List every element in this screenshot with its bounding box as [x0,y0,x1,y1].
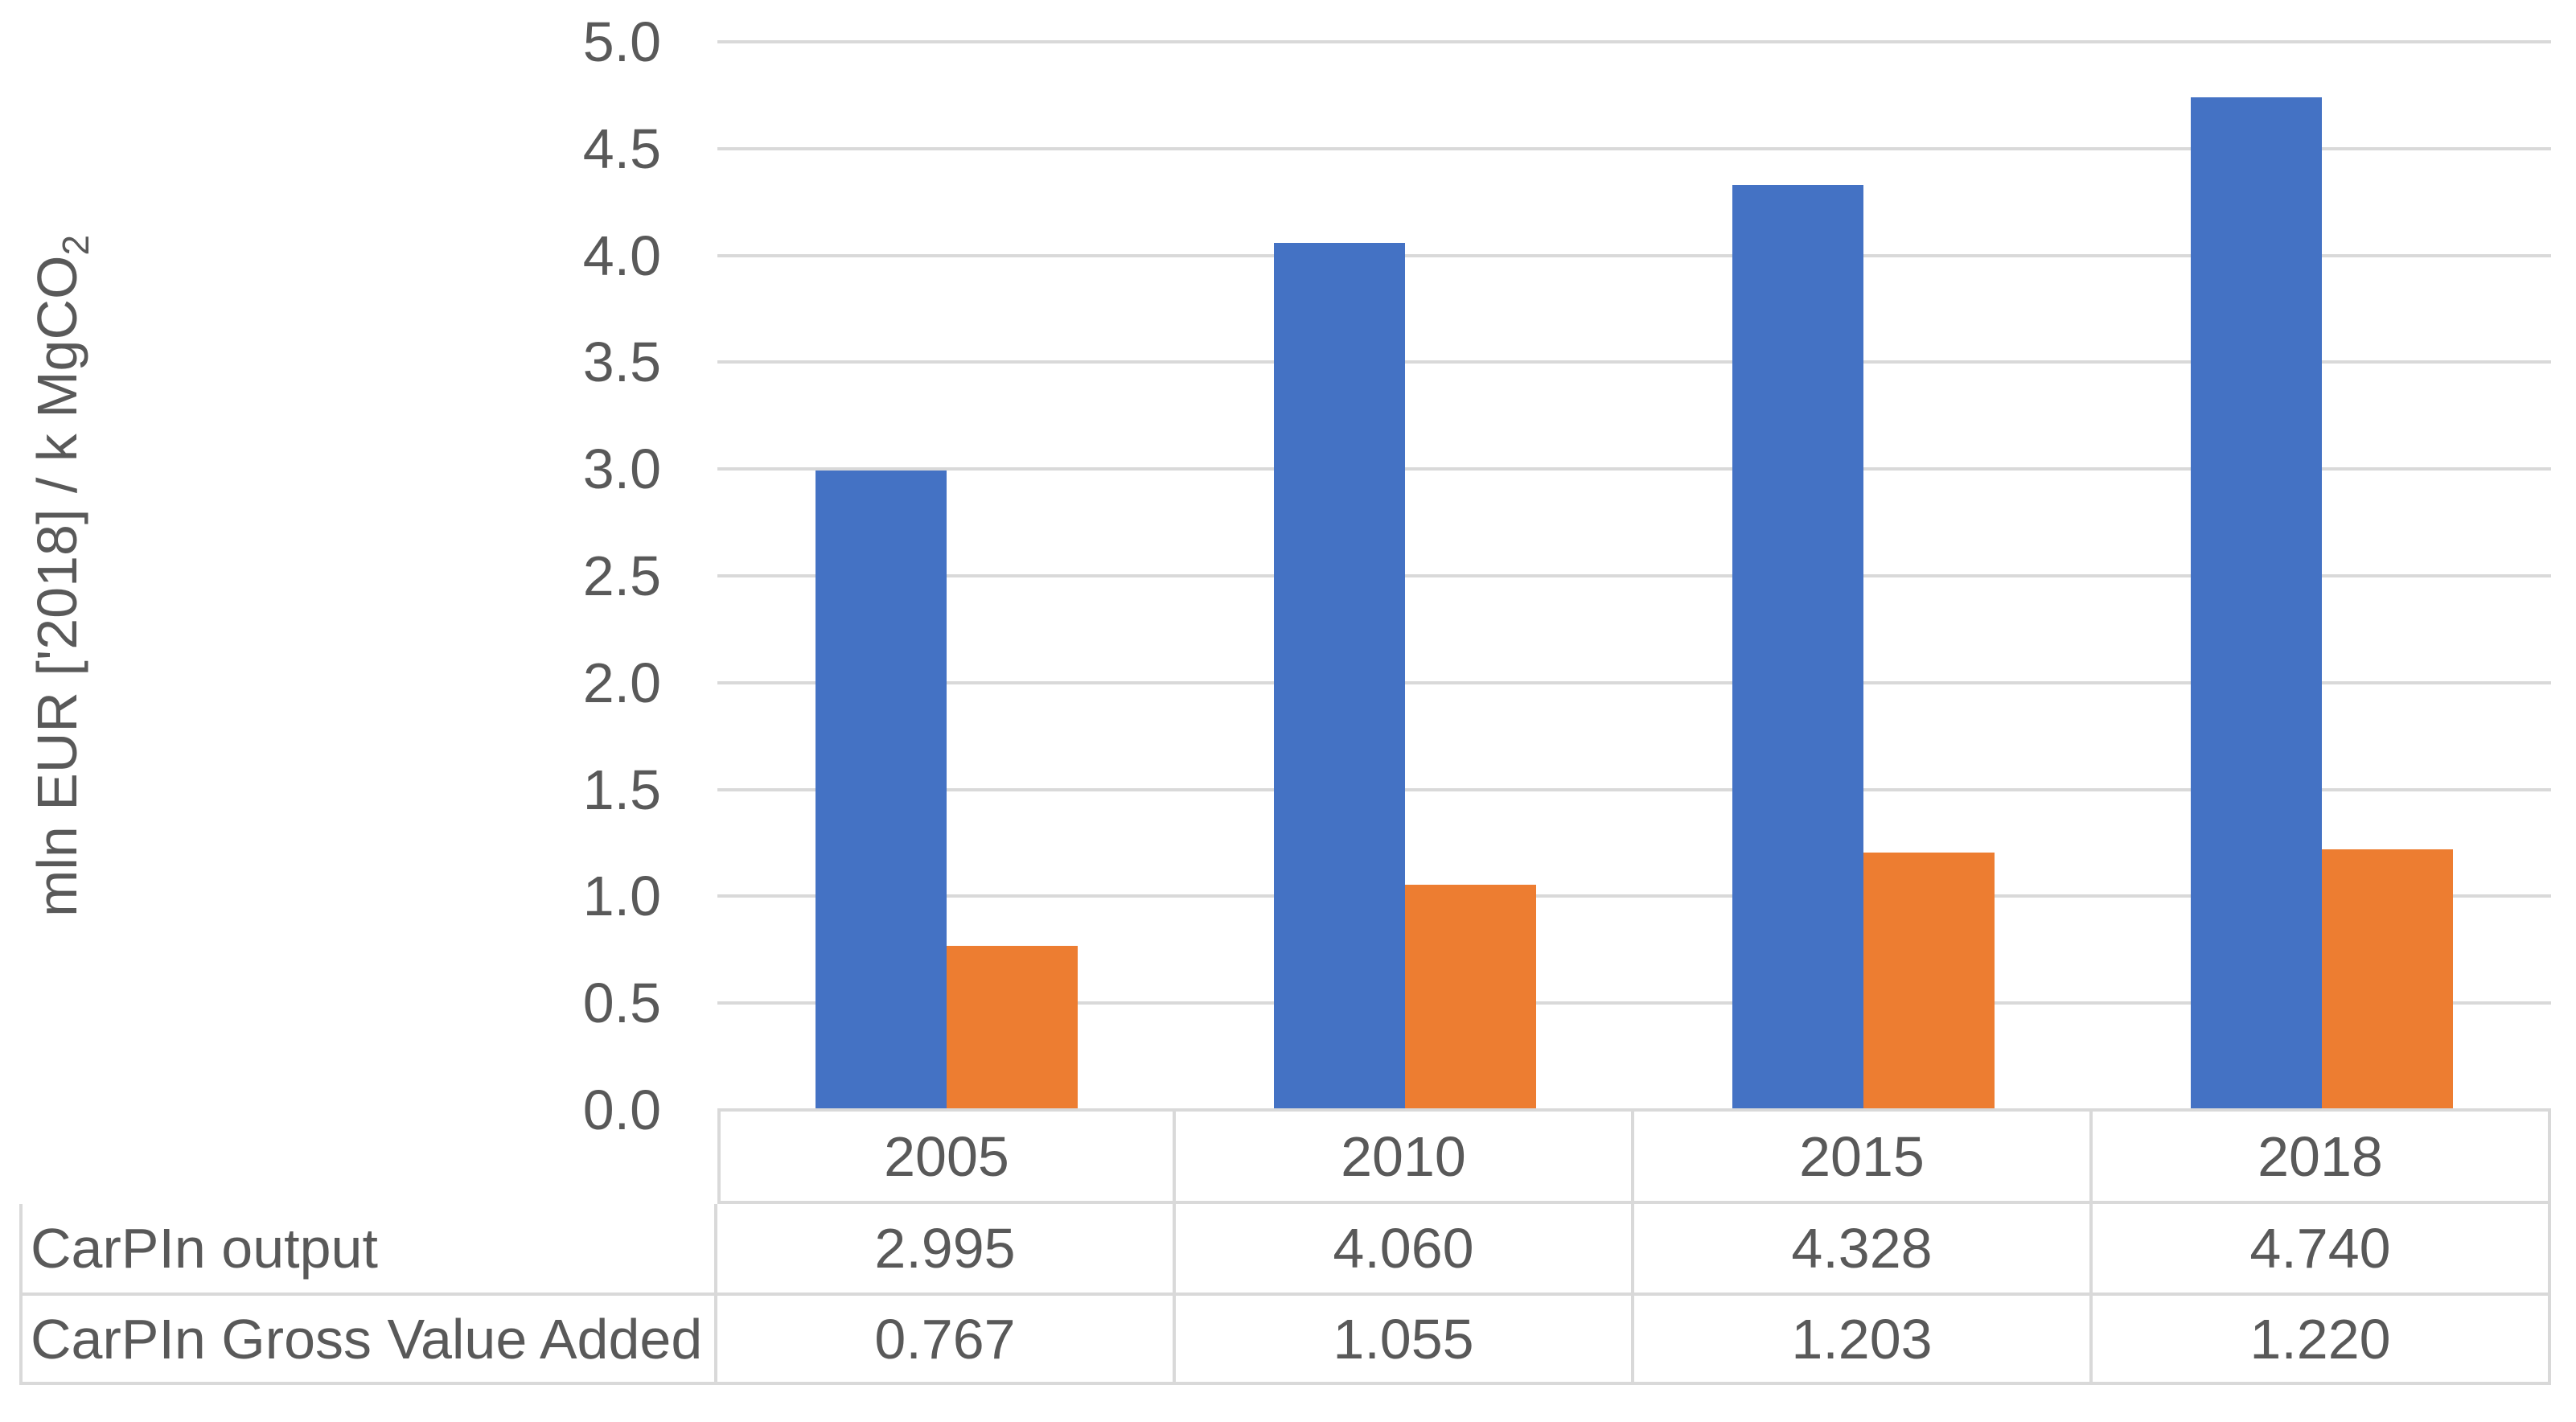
y-tick-label-0.0: 0.0 [582,1079,661,1141]
data-table: 2005 2010 2015 2018 CarPIn output 2.995 4.060 4… [19,1108,2551,1385]
y-tick-label-2.5: 2.5 [582,545,661,607]
table-value-2015-series-2: 1.203 [1634,1296,2093,1385]
table-value-2005-series-2: 0.767 [717,1296,1176,1385]
plot-area [717,40,2551,1110]
table-header-cell-2015: 2015 [1634,1108,2093,1204]
bar-carpin-gross-value-added-2010 [1405,884,1536,1110]
bar-carpin-output-2010 [1274,242,1405,1110]
bar-carpin-gross-value-added-2005 [947,946,1078,1110]
table-row-label-1: CarPIn output [19,1204,717,1296]
y-tick-label-4.0: 4.0 [582,224,661,287]
table-value-2018-series-2: 1.220 [2093,1296,2551,1385]
bar-carpin-output-2005 [816,470,947,1110]
y-tick-label-0.5: 0.5 [582,972,661,1035]
y-tick-label-1.0: 1.0 [582,865,661,928]
bar-carpin-gross-value-added-2015 [1863,853,1995,1110]
y-axis-title: mln EUR ['2018] / k MgCO2 [25,235,97,917]
bar-group-2018 [2093,42,2551,1110]
table-header-cell-2018: 2018 [2093,1108,2551,1204]
bar-carpin-gross-value-added-2018 [2322,849,2453,1110]
table-header-cell-2005: 2005 [717,1108,1176,1204]
bar-carpin-output-2015 [1732,185,1863,1110]
y-tick-label-2.0: 2.0 [582,651,661,714]
gridline-y-2.5 [717,574,2551,577]
y-tick-label-5.0: 5.0 [582,10,661,73]
bar-group-2010 [1176,42,1634,1110]
bar-carpin-output-2018 [2191,97,2322,1110]
y-axis-title-text: mln EUR ['2018] / k MgCO [26,255,88,918]
table-corner-cell [19,1108,717,1204]
y-tick-label-3.0: 3.0 [582,438,661,501]
table-value-2010-series-2: 1.055 [1176,1296,1634,1385]
gridline-y-3.5 [717,360,2551,364]
table-row-label-2: CarPIn Gross Value Added [19,1296,717,1385]
gridline-y-1.0 [717,894,2551,898]
table-value-2005-series-1: 2.995 [717,1204,1176,1296]
table-value-2010-series-1: 4.060 [1176,1204,1634,1296]
gridline-y-5.0 [717,40,2551,43]
gridline-y-4.0 [717,253,2551,257]
bar-group-2015 [1634,42,2093,1110]
gridline-y-3.0 [717,467,2551,471]
table-value-2015-series-1: 4.328 [1634,1204,2093,1296]
y-tick-label-1.5: 1.5 [582,758,661,821]
table-value-2018-series-1: 4.740 [2093,1204,2551,1296]
gridline-y-0.5 [717,1001,2551,1005]
y-axis-title-subscript: 2 [55,234,97,256]
bar-groups [717,42,2551,1110]
y-tick-label-4.5: 4.5 [582,117,661,180]
table-header-cell-2010: 2010 [1176,1108,1634,1204]
bar-group-2005 [717,42,1176,1110]
gridline-y-1.5 [717,787,2551,791]
y-tick-label-3.5: 3.5 [582,331,661,394]
gridline-y-4.5 [717,146,2551,150]
gridline-y-2.0 [717,680,2551,684]
